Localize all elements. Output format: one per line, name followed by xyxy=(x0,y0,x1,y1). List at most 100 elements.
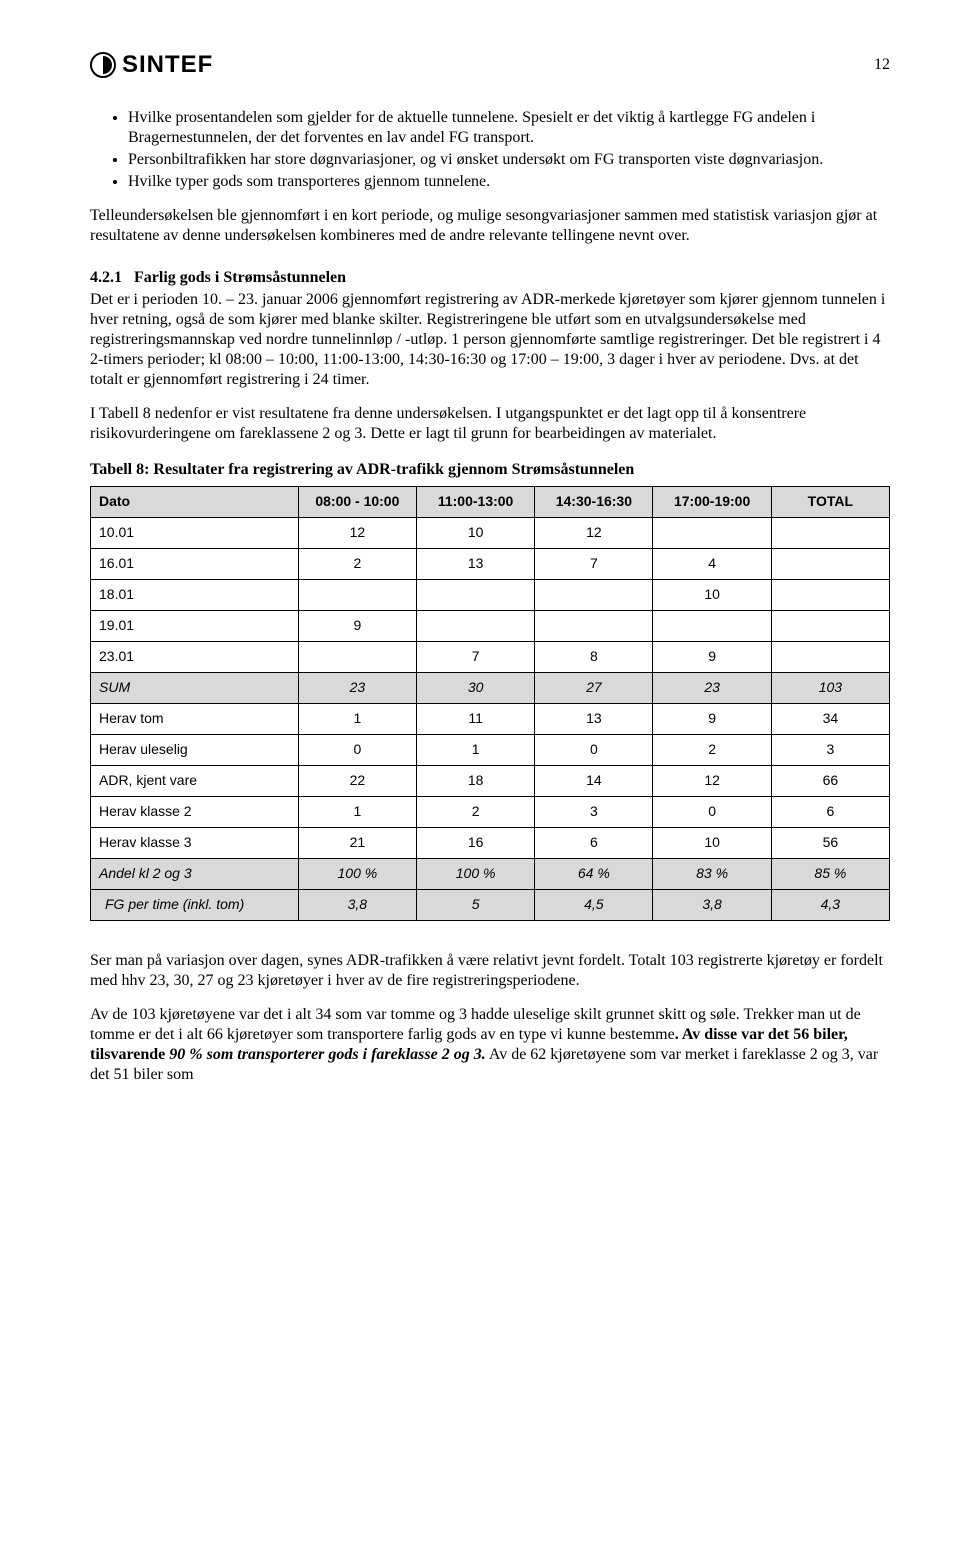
table-cell: 34 xyxy=(771,704,889,735)
table-cell-label: SUM xyxy=(91,673,299,704)
table-header-cell: 11:00-13:00 xyxy=(416,487,534,518)
table-cell xyxy=(298,642,416,673)
table-cell-label: Andel kl 2 og 3 xyxy=(91,859,299,890)
table-caption: Tabell 8: Resultater fra registrering av… xyxy=(90,460,890,480)
table-cell: 12 xyxy=(653,766,771,797)
table-cell xyxy=(653,518,771,549)
table-cell-label: Herav uleselig xyxy=(91,735,299,766)
table-cell: 30 xyxy=(416,673,534,704)
table-cell: 2 xyxy=(416,797,534,828)
table-cell-label: Herav klasse 2 xyxy=(91,797,299,828)
table-cell-label: 16.01 xyxy=(91,549,299,580)
table-cell: 11 xyxy=(416,704,534,735)
table-row: 19.019 xyxy=(91,611,890,642)
sintef-logo: SINTEF xyxy=(90,50,213,80)
table-cell xyxy=(416,611,534,642)
table-row: Andel kl 2 og 3100 %100 %64 %83 %85 % xyxy=(91,859,890,890)
bullet-item: Personbiltrafikken har store døgnvariasj… xyxy=(128,150,890,170)
table-cell: 13 xyxy=(535,704,653,735)
table-row: FG per time (inkl. tom)3,854,53,84,3 xyxy=(91,890,890,921)
table-cell-label: FG per time (inkl. tom) xyxy=(91,890,299,921)
table-cell: 4,3 xyxy=(771,890,889,921)
table-cell: 21 xyxy=(298,828,416,859)
table-cell-label: Herav tom xyxy=(91,704,299,735)
table-cell: 5 xyxy=(416,890,534,921)
table-cell: 1 xyxy=(298,797,416,828)
table-cell: 12 xyxy=(298,518,416,549)
page-number: 12 xyxy=(874,55,890,75)
table-cell: 22 xyxy=(298,766,416,797)
page-header: SINTEF 12 xyxy=(90,50,890,80)
table-cell xyxy=(771,518,889,549)
table-cell: 56 xyxy=(771,828,889,859)
table-cell: 23 xyxy=(298,673,416,704)
table-cell: 9 xyxy=(298,611,416,642)
text-run-bold-italic: 90 % som transporterer gods i fareklasse… xyxy=(169,1046,485,1063)
table-cell xyxy=(771,611,889,642)
table-cell xyxy=(535,580,653,611)
table-row: 16.0121374 xyxy=(91,549,890,580)
table-row: SUM23302723103 xyxy=(91,673,890,704)
table-cell-label: 23.01 xyxy=(91,642,299,673)
table-cell: 3,8 xyxy=(298,890,416,921)
table-row: 10.01121012 xyxy=(91,518,890,549)
table-row: 18.01 10 xyxy=(91,580,890,611)
paragraph: Det er i perioden 10. – 23. januar 2006 … xyxy=(90,290,890,390)
bullet-item: Hvilke typer gods som transporteres gjen… xyxy=(128,172,890,192)
logo-text: SINTEF xyxy=(122,50,213,80)
table-cell: 8 xyxy=(535,642,653,673)
table-cell xyxy=(416,580,534,611)
table-cell: 100 % xyxy=(298,859,416,890)
table-row: ADR, kjent vare2218141266 xyxy=(91,766,890,797)
table-cell-label: Herav klasse 3 xyxy=(91,828,299,859)
table-cell: 12 xyxy=(535,518,653,549)
table-cell: 6 xyxy=(535,828,653,859)
table-cell: 18 xyxy=(416,766,534,797)
table-cell xyxy=(298,580,416,611)
table-cell: 10 xyxy=(653,580,771,611)
table-cell: 3,8 xyxy=(653,890,771,921)
table-cell: 83 % xyxy=(653,859,771,890)
heading-number: 4.2.1 xyxy=(90,269,122,286)
table-cell-label: 19.01 xyxy=(91,611,299,642)
table-header-cell: 08:00 - 10:00 xyxy=(298,487,416,518)
table-cell: 1 xyxy=(298,704,416,735)
table-header-cell: TOTAL xyxy=(771,487,889,518)
table-cell-label: 18.01 xyxy=(91,580,299,611)
paragraph: I Tabell 8 nedenfor er vist resultatene … xyxy=(90,404,890,444)
bullet-item: Hvilke prosentandelen som gjelder for de… xyxy=(128,108,890,148)
table-cell: 10 xyxy=(416,518,534,549)
table-row: Herav tom11113934 xyxy=(91,704,890,735)
table-cell xyxy=(535,611,653,642)
table-cell: 9 xyxy=(653,642,771,673)
table-cell: 13 xyxy=(416,549,534,580)
sintef-logo-icon xyxy=(90,52,116,78)
table-cell: 64 % xyxy=(535,859,653,890)
table-cell: 9 xyxy=(653,704,771,735)
table-header-cell: 17:00-19:00 xyxy=(653,487,771,518)
table-header-cell: Dato xyxy=(91,487,299,518)
table-cell: 23 xyxy=(653,673,771,704)
table-cell: 0 xyxy=(298,735,416,766)
table-cell: 4,5 xyxy=(535,890,653,921)
table-cell: 2 xyxy=(298,549,416,580)
table-cell: 10 xyxy=(653,828,771,859)
table-body: 10.0112101216.012137418.011019.01923.017… xyxy=(91,518,890,921)
table-cell: 2 xyxy=(653,735,771,766)
heading-text: Farlig gods i Strømsåstunnelen xyxy=(134,269,346,286)
table-header-cell: 14:30-16:30 xyxy=(535,487,653,518)
table-cell: 0 xyxy=(535,735,653,766)
table-cell: 27 xyxy=(535,673,653,704)
table-cell-label: ADR, kjent vare xyxy=(91,766,299,797)
bullet-list: Hvilke prosentandelen som gjelder for de… xyxy=(90,108,890,192)
table-cell: 3 xyxy=(771,735,889,766)
table-row: Herav uleselig01023 xyxy=(91,735,890,766)
table-row: Herav klasse 212306 xyxy=(91,797,890,828)
paragraph: Telleundersøkelsen ble gjennomført i en … xyxy=(90,206,890,246)
table-cell: 85 % xyxy=(771,859,889,890)
paragraph: Av de 103 kjøretøyene var det i alt 34 s… xyxy=(90,1005,890,1085)
table-cell: 66 xyxy=(771,766,889,797)
table-cell-label: 10.01 xyxy=(91,518,299,549)
table-cell: 3 xyxy=(535,797,653,828)
table-row: Herav klasse 3211661056 xyxy=(91,828,890,859)
